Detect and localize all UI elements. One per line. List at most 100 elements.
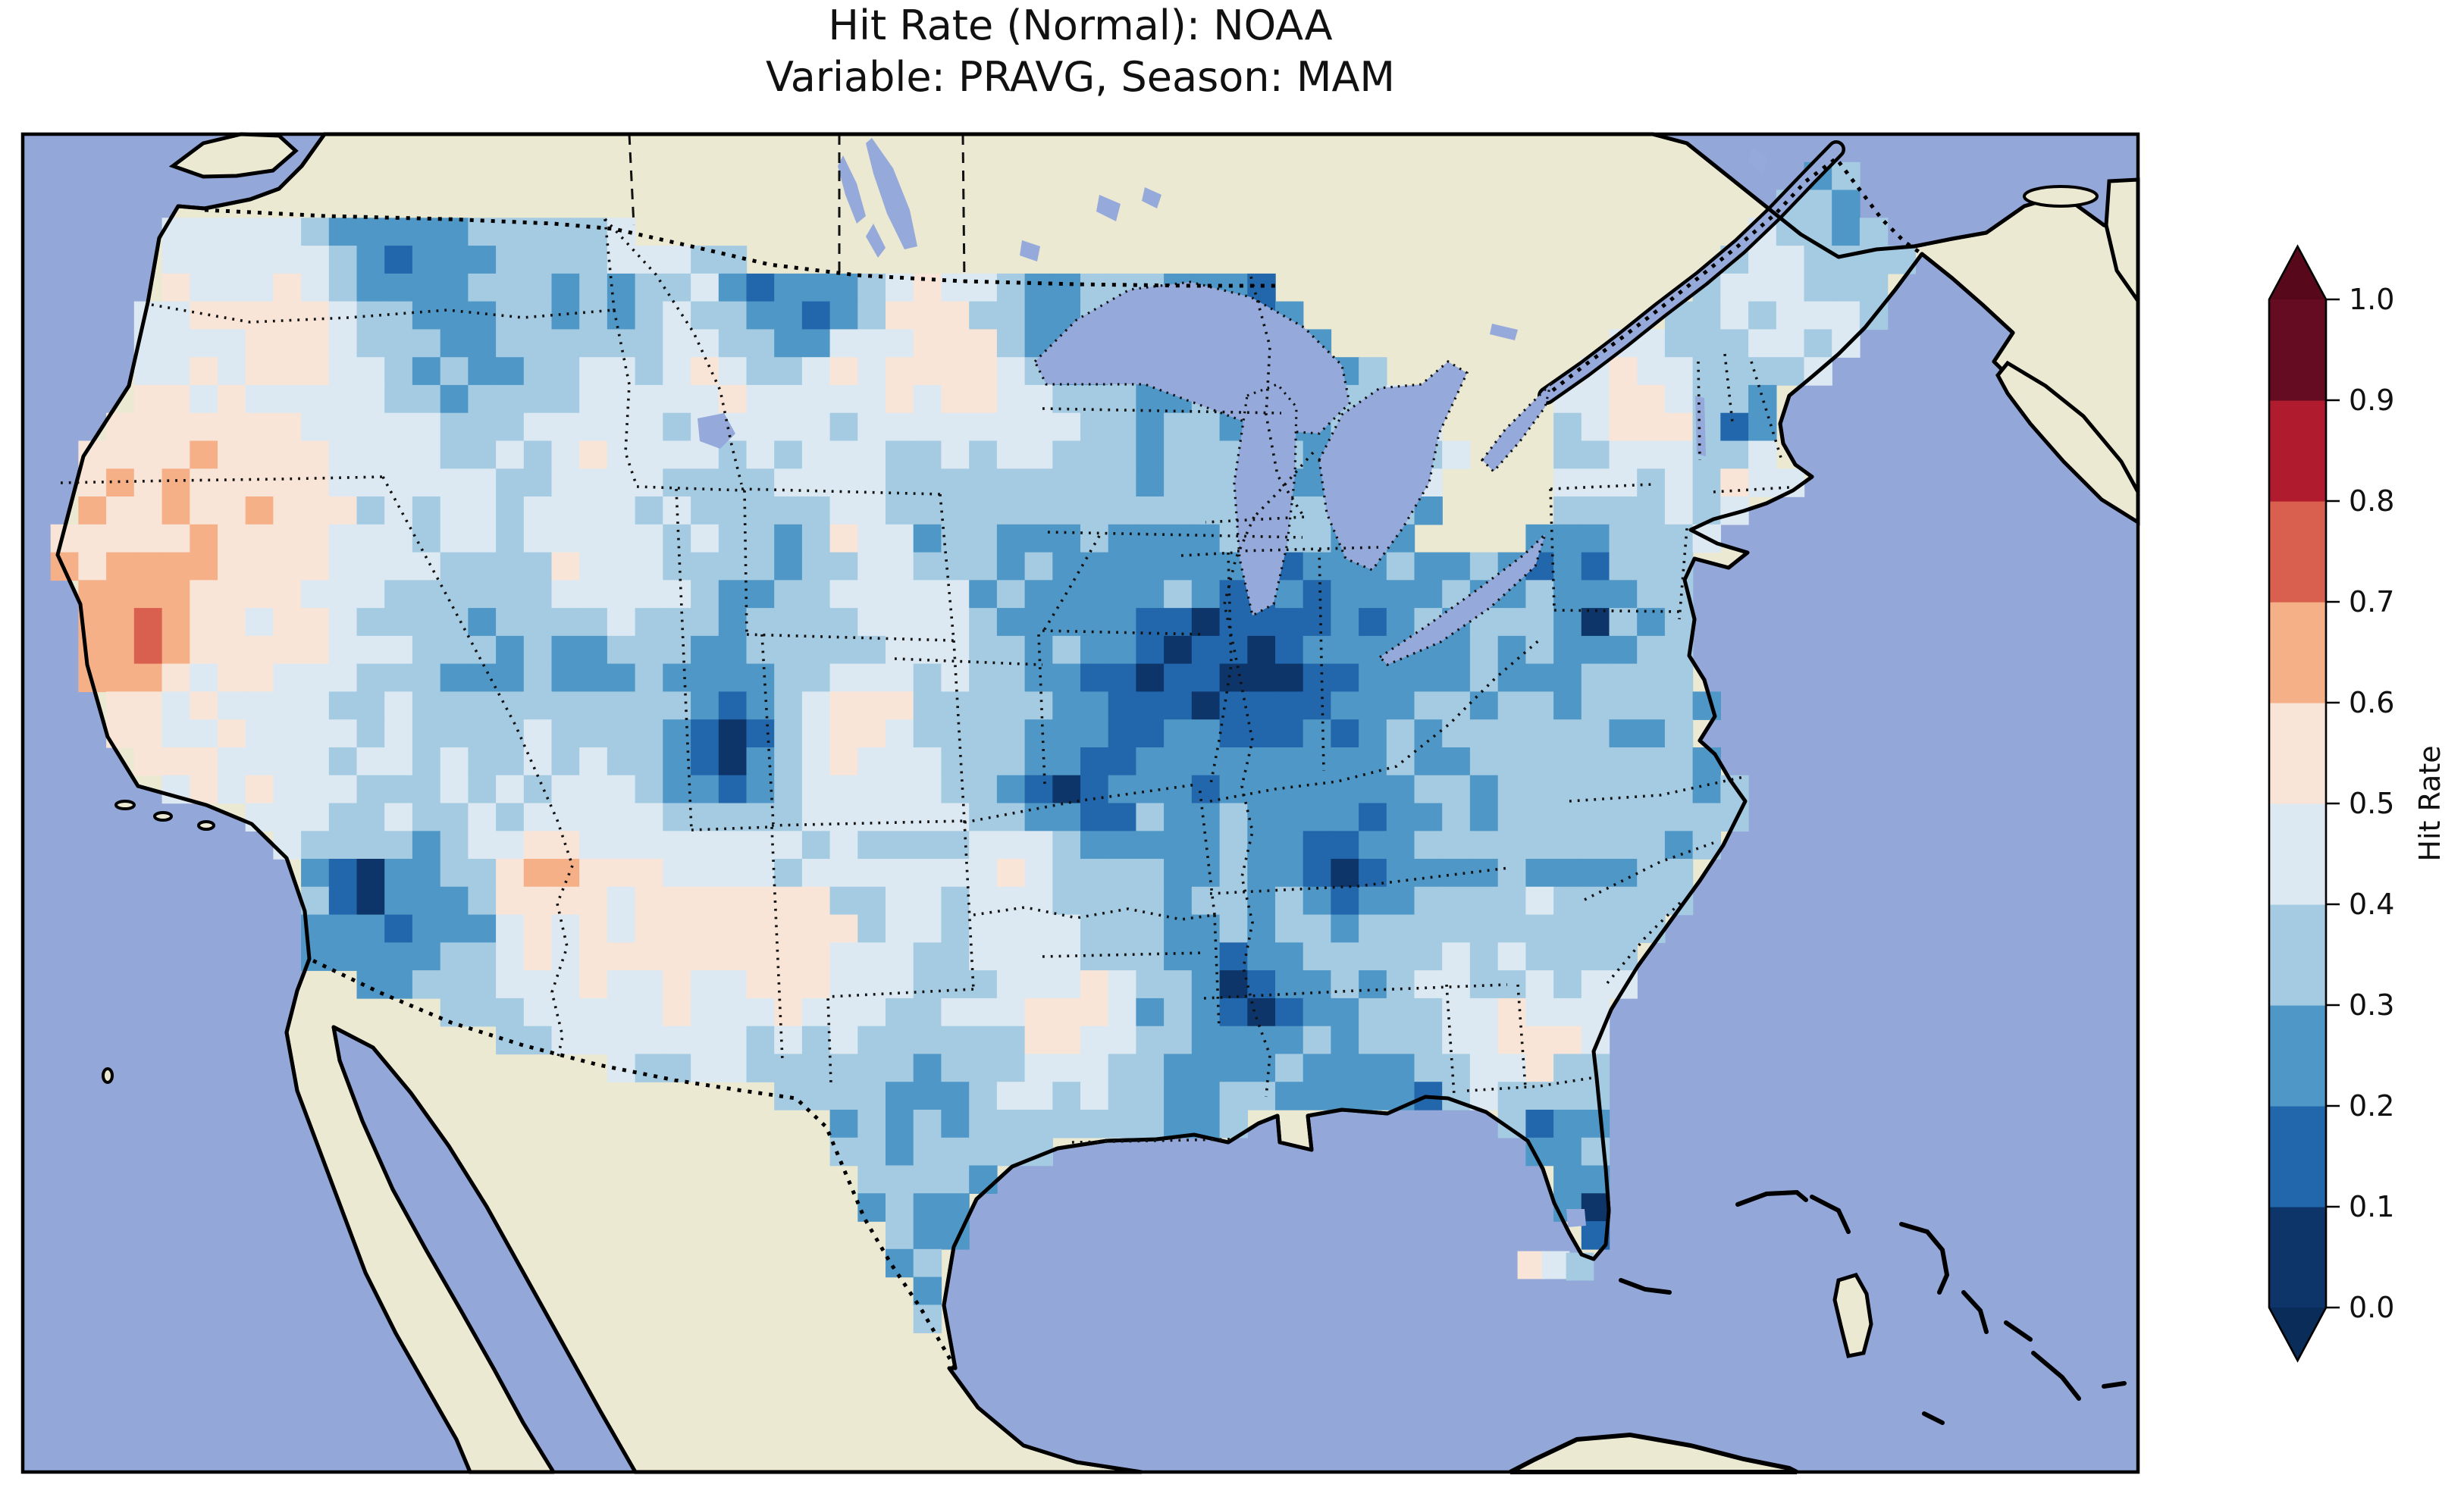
grid-cell [607, 301, 636, 330]
grid-cell [1637, 496, 1666, 525]
grid-cell [579, 691, 608, 720]
grid-cell [663, 635, 691, 665]
cape-breton [2104, 177, 2140, 307]
grid-cell [1386, 719, 1415, 748]
grid-cell [746, 329, 775, 358]
grid-cell [412, 970, 441, 999]
grid-cell [245, 775, 274, 804]
grid-cell [1553, 1054, 1582, 1082]
grid-cell [1164, 970, 1193, 999]
great-lake [1318, 360, 1469, 572]
grid-cell [857, 1137, 886, 1167]
grid-cell [161, 691, 190, 720]
grid-cell [1080, 1082, 1109, 1110]
grid-cell [440, 998, 469, 1027]
grid-cell [328, 468, 358, 497]
grid-cell [523, 1026, 553, 1055]
grid-cell [1164, 412, 1193, 442]
grid-cell [440, 859, 469, 888]
grid-cell [496, 803, 525, 832]
grid-cell [328, 886, 358, 916]
grid-cell [161, 524, 190, 553]
grid-cell [1164, 552, 1193, 581]
grid-cell [1748, 329, 1777, 358]
grid-cell [301, 412, 330, 442]
grid-cell [301, 691, 330, 720]
grid-cell [607, 998, 636, 1027]
grid-cell [1303, 859, 1332, 888]
grid-cell [774, 859, 803, 888]
grid-cell [857, 663, 886, 693]
grid-cell [133, 384, 163, 414]
grid-cell [941, 1193, 970, 1222]
grid-cell [607, 663, 636, 693]
grid-cell [801, 329, 831, 358]
grid-cell [218, 357, 246, 386]
grid-cell [913, 1137, 942, 1167]
grid-cell [663, 998, 691, 1027]
grid-cell [106, 691, 135, 720]
grid-cell [1303, 1082, 1332, 1110]
grid-cell [1052, 1082, 1081, 1110]
us-map [20, 132, 2140, 1474]
grid-cell [328, 552, 358, 581]
grid-cell [718, 719, 748, 748]
grid-cell [996, 273, 1026, 302]
grid-cell [356, 831, 385, 860]
grid-cell [468, 635, 497, 665]
grid-cell [691, 775, 719, 804]
colorbar-segment [2269, 400, 2326, 502]
grid-cell [857, 886, 886, 916]
grid-cell [1052, 663, 1081, 693]
grid-cell [774, 329, 803, 358]
grid-cell [412, 329, 441, 358]
grid-cell [663, 608, 691, 637]
grid-cell [1637, 635, 1666, 665]
grid-cell [551, 552, 580, 581]
grid-cell [551, 524, 580, 553]
grid-cell [857, 831, 886, 860]
grid-cell [941, 886, 970, 916]
grid-cell [1541, 1251, 1570, 1279]
grid-cell [1664, 803, 1694, 832]
grid-cell [356, 608, 385, 637]
grid-cell [1553, 747, 1582, 776]
grid-cell [1581, 1193, 1610, 1222]
grid-cell [1052, 691, 1081, 720]
grid-cell [1720, 273, 1749, 302]
grid-cell [1359, 691, 1387, 720]
grid-cell [607, 859, 636, 888]
grid-cell [829, 635, 858, 665]
grid-cell [774, 886, 803, 916]
grid-cell [1136, 970, 1165, 999]
grid-cell [328, 691, 358, 720]
grid-cell [384, 747, 413, 776]
grid-cell [1024, 831, 1053, 860]
grid-cell [996, 663, 1026, 693]
grid-cell [1637, 859, 1666, 888]
grid-cell [1108, 691, 1137, 720]
grid-cell [801, 803, 831, 832]
grid-cell [412, 580, 441, 609]
grid-cell [106, 552, 135, 581]
grid-cell [1191, 663, 1221, 693]
grid-cell [913, 719, 942, 748]
grid-cell [328, 608, 358, 637]
grid-cell [273, 831, 302, 860]
grid-cell [969, 608, 998, 637]
grid-cell [1637, 412, 1666, 442]
grid-cell [468, 970, 497, 999]
grid-cell [1581, 719, 1610, 748]
small-island [102, 1067, 114, 1084]
colorbar-tick-label: 0.3 [2349, 988, 2394, 1022]
grid-cell [829, 273, 858, 302]
grid-cell [635, 246, 663, 274]
grid-cell [857, 301, 886, 330]
grid-cell [1080, 552, 1109, 581]
grid-cell [1080, 524, 1109, 553]
grid-cell [440, 775, 469, 804]
grid-cell [1581, 524, 1610, 553]
colorbar-under-arrow [2269, 1308, 2326, 1361]
grid-cell [1275, 970, 1304, 999]
grid-cell [1442, 914, 1471, 944]
